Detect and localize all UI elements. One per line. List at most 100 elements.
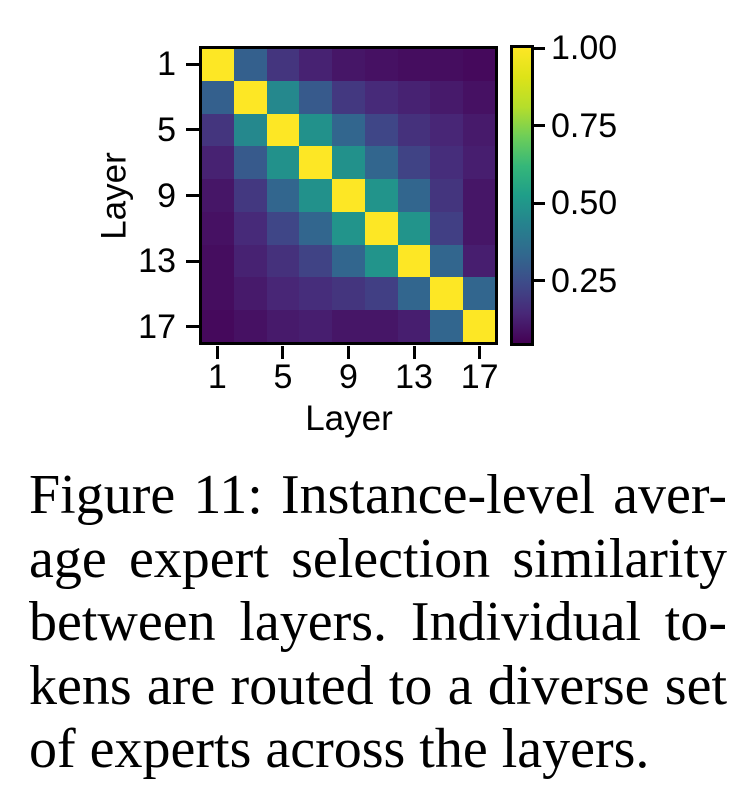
heatmap-cell — [463, 310, 496, 343]
heatmap-cell — [364, 80, 398, 114]
heatmap-cell — [266, 146, 300, 180]
heatmap-cell — [332, 113, 365, 147]
heatmap-grid — [201, 48, 496, 343]
y-axis-tick — [186, 325, 199, 329]
heatmap-cell — [332, 244, 365, 278]
heatmap-cell — [332, 211, 365, 245]
x-axis-label: Layer — [305, 399, 393, 438]
heatmap-cell — [463, 244, 496, 278]
heatmap-cell — [266, 211, 300, 245]
heatmap-cell — [332, 48, 365, 81]
colorbar-tick — [533, 124, 545, 128]
colorbar-tick-label: 1.00 — [551, 29, 618, 67]
heatmap-cell — [332, 277, 365, 311]
x-axis-tick — [347, 346, 350, 359]
heatmap-cell — [463, 211, 496, 245]
colorbar-tick-label: 0.25 — [551, 261, 618, 300]
heatmap-cell — [397, 179, 431, 212]
y-axis-tick — [186, 259, 199, 263]
y-tick-label: 17 — [138, 307, 176, 346]
heatmap-cell — [463, 80, 496, 114]
heatmap-cell — [233, 80, 267, 114]
heatmap-cell — [201, 211, 234, 245]
heatmap-cell — [233, 211, 267, 245]
heatmap-cell — [266, 244, 300, 278]
heatmap-cell — [233, 179, 267, 212]
figure-caption: Figure 11: Instance-level aver- age expe… — [29, 464, 727, 782]
heatmap-cell — [299, 113, 333, 147]
heatmap-cell — [299, 310, 333, 343]
heatmap-cell — [364, 310, 398, 343]
y-axis-tick — [186, 194, 199, 197]
heatmap-cell — [397, 146, 431, 180]
heatmap-cell — [201, 80, 234, 114]
heatmap-cell — [463, 179, 496, 212]
heatmap-cell — [332, 80, 365, 114]
y-tick-label: 5 — [157, 110, 176, 149]
caption-line: age expert selection similarity — [29, 527, 727, 590]
colorbar-tick — [533, 201, 545, 205]
heatmap-cell — [463, 146, 496, 180]
heatmap-cell — [332, 310, 365, 343]
heatmap-cell — [332, 146, 365, 180]
caption-line: kens are routed to a diverse set — [29, 654, 727, 717]
x-axis-tick — [215, 346, 219, 359]
heatmap-cell — [201, 277, 234, 311]
heatmap-cell — [364, 179, 398, 212]
x-tick-label: 1 — [207, 358, 227, 396]
heatmap-cell — [266, 80, 300, 114]
heatmap-cell — [266, 113, 300, 147]
heatmap-cell — [233, 244, 267, 278]
heatmap-cell — [266, 48, 300, 81]
heatmap-cell — [463, 113, 496, 147]
x-axis-tick — [478, 346, 482, 359]
x-axis-tick — [281, 346, 285, 359]
x-tick-label: 13 — [395, 358, 433, 396]
heatmap-cell — [201, 244, 234, 278]
heatmap-cell — [201, 179, 234, 212]
heatmap-cell — [233, 310, 267, 343]
heatmap-cell — [430, 277, 464, 311]
heatmap-cell — [364, 244, 398, 278]
heatmap-cell — [364, 277, 398, 311]
heatmap-cell — [233, 277, 267, 311]
heatmap-cell — [299, 146, 333, 180]
x-axis-tick — [412, 346, 416, 359]
colorbar-tick-label: 0.50 — [551, 184, 618, 223]
heatmap-cell — [430, 179, 464, 212]
y-axis-label: Layer — [94, 152, 134, 240]
heatmap-cell — [299, 179, 333, 212]
colorbar-tick — [533, 279, 545, 283]
heatmap-cell — [299, 211, 333, 245]
heatmap-cell — [397, 277, 431, 311]
caption-line: of experts across the layers. — [29, 718, 650, 780]
caption-line: between layers. Individual to- — [29, 591, 727, 653]
heatmap-cell — [430, 146, 464, 180]
y-axis-tick — [186, 128, 199, 132]
heatmap-cell — [430, 310, 464, 343]
heatmap-cell — [201, 113, 234, 147]
caption-line: Figure 11: Instance-level aver- — [29, 464, 727, 526]
heatmap-cell — [397, 80, 431, 114]
heatmap-cell — [201, 146, 234, 180]
heatmap-cell — [397, 244, 431, 278]
heatmap-cell — [233, 113, 267, 147]
heatmap-cell — [266, 310, 300, 343]
heatmap-cell — [430, 211, 464, 245]
y-tick-label: 9 — [157, 176, 176, 215]
colorbar-tick-label: 0.75 — [551, 106, 618, 145]
x-tick-label: 9 — [339, 358, 358, 396]
colorbar-tick — [533, 46, 545, 50]
heatmap-cell — [364, 48, 398, 81]
heatmap-cell — [266, 277, 300, 311]
heatmap-cell — [299, 80, 333, 114]
heatmap-cell — [201, 310, 234, 343]
x-tick-label: 17 — [460, 358, 499, 396]
heatmap-cell — [397, 113, 431, 147]
y-tick-label: 1 — [157, 45, 176, 84]
heatmap-cell — [299, 48, 333, 81]
heatmap-cell — [430, 244, 464, 278]
y-axis-tick — [186, 62, 199, 66]
heatmap-cell — [463, 277, 496, 311]
